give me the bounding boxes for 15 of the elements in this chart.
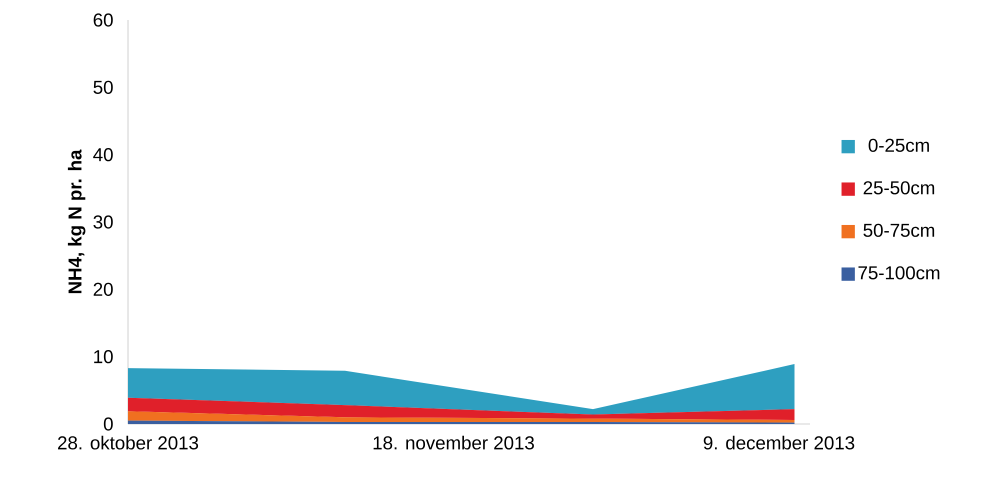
legend-label: 25-50cm — [864, 181, 934, 194]
y-tick-label: 60 — [94, 13, 113, 27]
x-tick-label: 28. oktober 2013 — [58, 436, 198, 450]
x-tick-label: 9. december 2013 — [704, 436, 854, 450]
y-tick-label: 10 — [94, 350, 113, 364]
y-tick-label: 50 — [94, 80, 113, 94]
y-tick-label: 40 — [93, 148, 113, 162]
x-tick-label: 18. november 2013 — [374, 436, 534, 450]
legend-label: 75-100cm — [858, 266, 940, 280]
y-tick-label: 30 — [93, 215, 113, 229]
legend-label: 50-75cm — [863, 224, 934, 237]
legend-label: 0-25cm — [868, 138, 929, 152]
y-tick-label: 20 — [94, 282, 113, 296]
y-tick-label: 0 — [104, 417, 113, 431]
y-axis-title: NH4, kg N pr. ha — [68, 149, 86, 294]
